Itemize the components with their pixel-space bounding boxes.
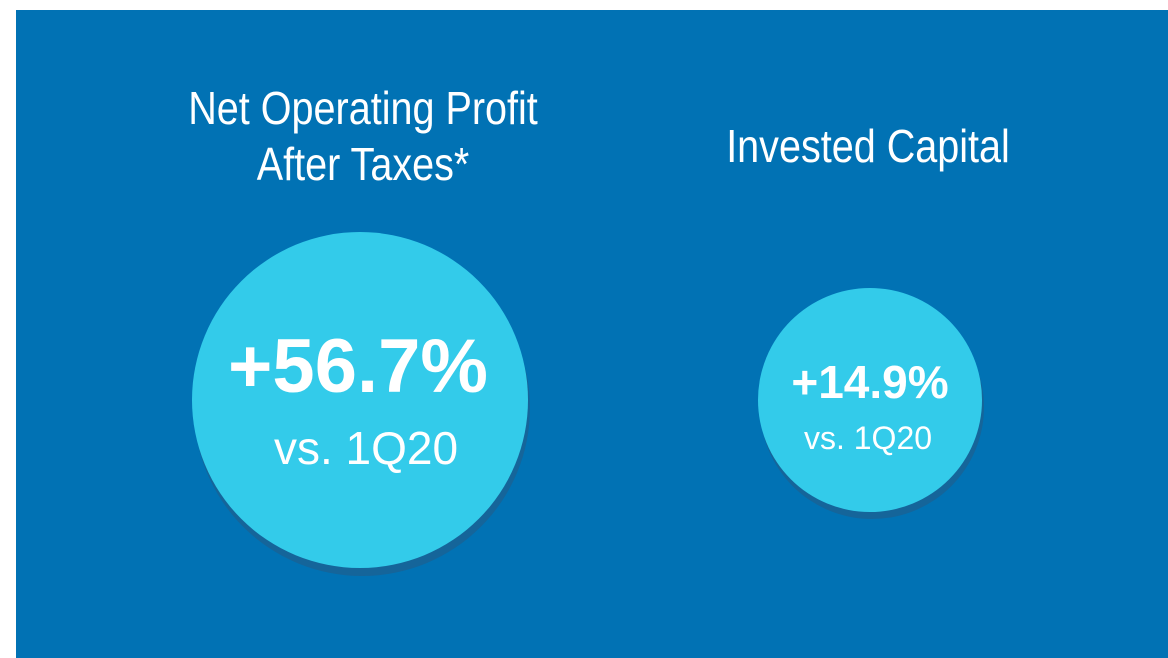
title-line: Net Operating Profit [188, 83, 538, 134]
metric-value: +56.7% [228, 324, 488, 409]
title-line: Invested Capital [726, 121, 1010, 172]
metric-comparison: vs. 1Q20 [804, 420, 932, 456]
panel-title: Invested Capital [726, 121, 1010, 172]
metric-value: +14.9% [791, 356, 948, 408]
metric-comparison: vs. 1Q20 [274, 422, 458, 474]
title-line: After Taxes* [257, 139, 470, 190]
panel-title: Net Operating Profit After Taxes* [188, 83, 538, 190]
circle [192, 232, 528, 568]
circle [758, 288, 982, 512]
